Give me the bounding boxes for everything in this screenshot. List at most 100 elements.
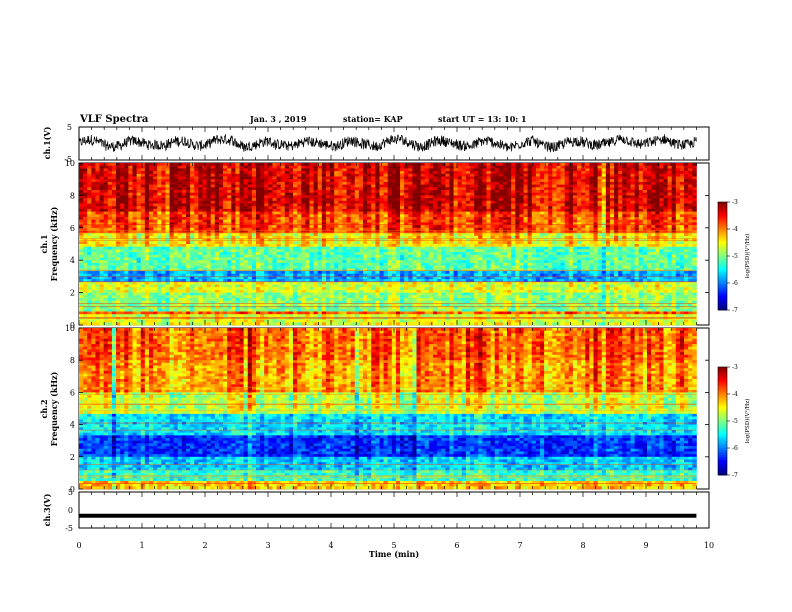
spectrogram-cell	[305, 192, 310, 196]
spectrogram-cell	[284, 249, 290, 253]
spectrogram-cell	[317, 219, 323, 223]
spectrogram-cell	[334, 187, 339, 191]
spectrogram-cell	[124, 295, 129, 299]
spectrogram-cell	[313, 262, 319, 266]
spectrogram-cell	[111, 262, 117, 266]
spectrogram-cell	[128, 246, 133, 250]
spectrogram-cell	[140, 187, 146, 191]
spectrogram-cell	[264, 214, 269, 218]
spectrogram-cell	[334, 322, 339, 326]
spectrogram-cell	[251, 233, 257, 237]
spectrogram-cell	[157, 249, 162, 253]
spectrogram-cell	[231, 211, 236, 215]
spectrogram-cell	[387, 319, 393, 323]
spectrogram-cell	[371, 241, 376, 245]
spectrogram-cell	[190, 314, 195, 318]
spectrogram-cell	[136, 262, 142, 266]
spectrogram-cell	[416, 303, 422, 307]
spectrogram-cell	[350, 276, 356, 280]
spectrogram-cell	[165, 200, 170, 204]
spectrogram-cell	[255, 179, 261, 183]
spectrogram-cell	[161, 190, 166, 194]
spectrogram-cell	[210, 279, 216, 283]
spectrogram-cell	[153, 222, 158, 226]
spectrogram-cell	[227, 208, 232, 212]
spectrogram-cell	[140, 200, 146, 204]
spectrogram-cell	[276, 168, 282, 172]
spectrogram-cell	[350, 165, 356, 169]
spectrogram-cell	[132, 198, 138, 202]
spectrogram-cell	[116, 200, 121, 204]
spectrogram-cell	[363, 289, 368, 293]
spectrogram-cell	[309, 211, 315, 215]
spectrogram-cell	[280, 314, 286, 318]
spectrogram-cell	[136, 257, 142, 261]
spectrogram-cell	[198, 303, 203, 307]
spectrogram-cell	[91, 319, 96, 323]
spectrogram-cell	[284, 292, 290, 296]
spectrogram-cell	[210, 314, 216, 318]
spectrogram-cell	[247, 225, 253, 229]
spectrogram-cell	[190, 249, 195, 253]
spectrogram-cell	[165, 217, 170, 221]
spectrogram-cell	[330, 163, 335, 167]
spectrogram-cell	[161, 254, 166, 258]
spectrogram-cell	[206, 281, 212, 285]
spectrogram-cell	[153, 298, 158, 302]
spectrogram-cell	[358, 187, 364, 191]
spectrogram-cell	[293, 303, 298, 307]
spectrogram-cell	[346, 300, 352, 304]
spectrogram-cell	[214, 244, 220, 248]
spectrogram-cell	[107, 200, 113, 204]
spectrogram-cell	[276, 289, 282, 293]
spectrogram-cell	[404, 273, 409, 277]
spectrogram-cell	[140, 198, 146, 202]
spectrogram-cell	[276, 276, 282, 280]
spectrogram-cell	[111, 314, 117, 318]
spectrogram-cell	[243, 252, 249, 256]
spectrogram-cell	[157, 200, 162, 204]
spectrogram-cell	[305, 179, 310, 183]
spectrogram-cell	[404, 187, 409, 191]
spectrogram-cell	[363, 225, 368, 229]
spectrogram-cell	[379, 222, 384, 226]
spectrogram-cell	[214, 289, 220, 293]
spectrogram-cell	[375, 254, 380, 258]
spectrogram-cell	[169, 303, 175, 307]
spectrogram-cell	[325, 281, 331, 285]
spectrogram-cell	[99, 246, 105, 250]
spectrogram-cell	[297, 241, 302, 245]
spectrogram-cell	[116, 298, 121, 302]
spectrogram-cell	[260, 246, 265, 250]
spectrogram-cell	[416, 214, 422, 218]
spectrogram-cell	[264, 179, 269, 183]
spectrogram-cell	[354, 176, 360, 180]
spectrogram-cell	[177, 246, 183, 250]
spectrogram-cell	[346, 308, 352, 312]
spectrogram-cell	[136, 306, 142, 310]
spectrogram-cell	[103, 314, 109, 318]
spectrogram-cell	[264, 165, 269, 169]
spectrogram-cell	[243, 303, 249, 307]
spectrogram-cell	[91, 187, 96, 191]
spectrogram-cell	[144, 214, 150, 218]
spectrogram-cell	[107, 287, 113, 291]
spectrogram-cell	[210, 225, 216, 229]
spectrogram-cell	[116, 257, 121, 261]
spectrogram-cell	[342, 254, 347, 258]
spectrogram-cell	[404, 225, 409, 229]
spectrogram-cell	[272, 181, 277, 185]
spectrogram-cell	[198, 179, 203, 183]
spectrogram-cell	[95, 203, 100, 207]
spectrogram-cell	[157, 314, 162, 318]
spectrogram-cell	[301, 198, 306, 202]
spectrogram-cell	[305, 198, 310, 202]
spectrogram-cell	[239, 300, 245, 304]
spectrogram-cell	[103, 217, 109, 221]
spectrogram-cell	[91, 303, 96, 307]
spectrogram-cell	[87, 225, 92, 229]
spectrogram-cell	[161, 219, 166, 223]
spectrogram-cell	[313, 176, 319, 180]
spectrogram-cell	[91, 192, 96, 196]
spectrogram-cell	[412, 284, 417, 288]
